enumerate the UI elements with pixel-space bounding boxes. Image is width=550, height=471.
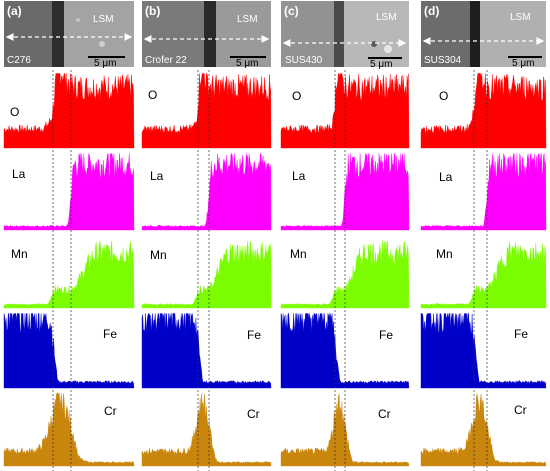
element-labels-d: O La Mn Fe Cr (436, 89, 528, 417)
line-scan-trace-fe (420, 313, 547, 389)
line-scan-trace-cr (141, 393, 272, 467)
panel-c: (c) LSM SUS430 5 μm O La Mn Fe Cr (280, 1, 410, 471)
sample-label: C276 (7, 55, 31, 66)
sem-image-b: (b) LSM Crofer 22 5 μm (142, 1, 271, 69)
element-traces-a (3, 73, 135, 467)
sem-image-c: (c) LSM SUS430 5 μm (281, 1, 409, 70)
element-labels-b: O La Mn Fe Cr (148, 88, 261, 421)
element-label-o: O (148, 88, 157, 102)
panel-letter: (b) (145, 4, 160, 18)
element-label-fe: Fe (247, 328, 261, 342)
line-scan-trace-fe (280, 313, 410, 389)
line-scan-trace-fe (3, 312, 135, 389)
line-scan-trace-la (420, 153, 547, 231)
sample-label: SUS430 (285, 55, 323, 66)
element-label-mn: Mn (290, 247, 307, 261)
element-label-o: O (292, 89, 301, 103)
element-label-la: La (439, 170, 453, 184)
element-label-cr: Cr (247, 407, 260, 421)
line-scan-trace-la (141, 153, 272, 231)
region-label: LSM (237, 14, 258, 25)
panel-d: (d) LSM SUS304 5 μm O La Mn Fe Cr (420, 1, 547, 471)
element-label-la: La (150, 169, 164, 183)
element-label-la: La (292, 169, 306, 183)
line-scan-trace-o (3, 73, 135, 149)
line-scan-trace-la (3, 153, 135, 231)
line-scan-trace-cr (280, 393, 410, 467)
line-scan-trace-cr (3, 393, 135, 467)
element-traces-b (141, 73, 272, 467)
element-label-cr: Cr (378, 407, 391, 421)
sem-image-a: (a) LSM C276 5 μm (4, 1, 134, 69)
element-labels-a: O La Mn Fe Cr (10, 105, 117, 418)
panel-letter: (c) (284, 4, 299, 18)
scale-bar-label: 5 μm (370, 59, 392, 70)
element-label-mn: Mn (11, 247, 28, 261)
line-scan-trace-mn (141, 240, 272, 309)
line-scan-trace-fe (141, 313, 272, 389)
line-scan-trace-mn (420, 242, 547, 309)
element-label-fe: Fe (379, 328, 393, 342)
element-label-cr: Cr (514, 403, 527, 417)
element-label-fe: Fe (103, 327, 117, 341)
element-label-o: O (10, 105, 19, 119)
element-label-mn: Mn (150, 248, 167, 262)
panel-letter: (d) (424, 4, 439, 18)
sem-image-d: (d) LSM SUS304 5 μm (421, 1, 546, 69)
line-scan-trace-o (420, 73, 547, 149)
element-label-fe: Fe (514, 327, 528, 341)
sample-label: Crofer 22 (145, 55, 187, 66)
panel-a: (a) LSM C276 5 μm O La Mn Fe Cr (3, 1, 135, 471)
element-label-mn: Mn (436, 247, 453, 261)
line-scan-trace-o (141, 73, 272, 149)
element-label-o: O (439, 89, 448, 103)
panel-letter: (a) (7, 4, 22, 18)
line-scan-trace-mn (3, 240, 135, 309)
sample-label: SUS304 (424, 55, 462, 66)
region-label: LSM (376, 12, 397, 23)
region-label: LSM (510, 12, 531, 23)
scale-bar-label: 5 μm (94, 58, 116, 69)
scale-bar-label: 5 μm (512, 58, 534, 69)
panel-b: (b) LSM Crofer 22 5 μm O La Mn Fe Cr (141, 1, 272, 471)
line-scan-trace-mn (280, 240, 410, 309)
element-traces-d (420, 73, 547, 467)
scale-bar-label: 5 μm (236, 58, 258, 69)
element-labels-c: O La Mn Fe Cr (290, 89, 393, 421)
line-scan-trace-cr (420, 393, 547, 467)
element-label-cr: Cr (104, 404, 117, 418)
element-label-la: La (12, 167, 26, 181)
region-label: LSM (93, 14, 114, 25)
